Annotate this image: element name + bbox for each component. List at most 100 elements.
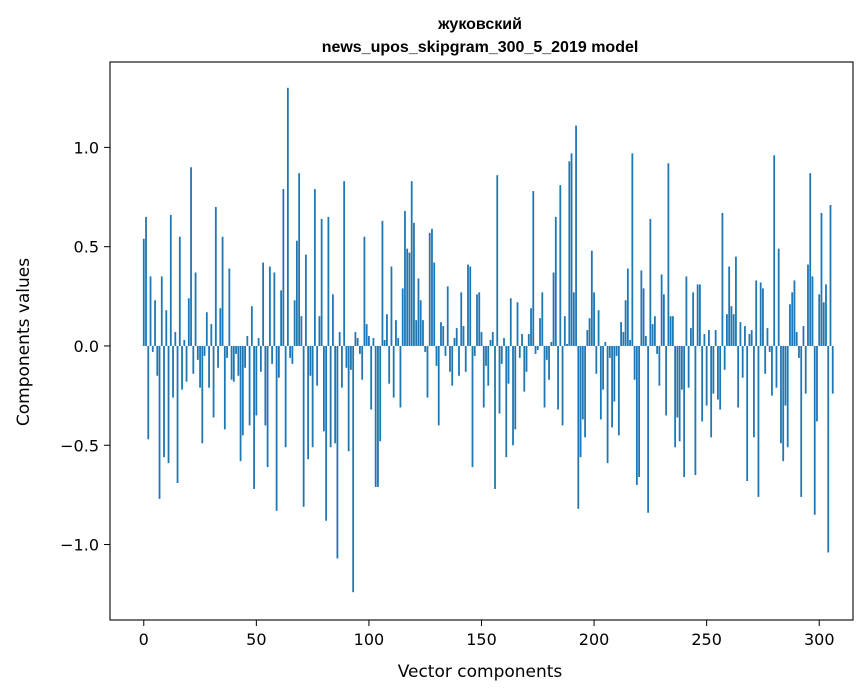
- bar: [331, 294, 334, 346]
- bar: [599, 345, 602, 420]
- bar: [786, 345, 789, 448]
- bar: [527, 334, 530, 346]
- x-tick-label: 100: [354, 630, 385, 649]
- bar: [302, 345, 305, 507]
- bar: [750, 330, 753, 346]
- bar: [827, 345, 830, 553]
- bar: [577, 345, 580, 509]
- bar: [804, 345, 807, 394]
- bar: [768, 345, 771, 352]
- bar: [626, 268, 629, 346]
- bar: [644, 336, 647, 346]
- bar: [586, 330, 589, 346]
- bar: [210, 324, 213, 346]
- x-tick-label: 50: [246, 630, 266, 649]
- bar: [755, 280, 758, 346]
- bar: [275, 345, 278, 511]
- bar: [458, 345, 460, 376]
- bar: [289, 345, 292, 358]
- bar: [730, 306, 733, 346]
- bar: [304, 254, 307, 346]
- bar: [667, 163, 670, 346]
- bar: [437, 345, 440, 426]
- bar: [167, 345, 170, 464]
- bar: [694, 345, 697, 476]
- bar: [277, 345, 280, 378]
- bar: [383, 340, 386, 346]
- bar: [485, 345, 487, 366]
- bar: [172, 345, 174, 398]
- bar: [795, 332, 798, 346]
- bar: [698, 284, 701, 346]
- bar: [255, 345, 258, 416]
- bar: [735, 256, 737, 346]
- bar: [471, 345, 474, 468]
- bar: [392, 345, 395, 398]
- bar: [831, 345, 834, 394]
- bar: [656, 345, 659, 354]
- bar: [478, 292, 481, 346]
- bar: [446, 286, 449, 346]
- bar: [257, 338, 260, 346]
- bar: [250, 306, 253, 346]
- bar: [680, 345, 683, 390]
- bar: [570, 153, 573, 346]
- bar: [273, 272, 276, 346]
- bar: [266, 345, 269, 468]
- bar: [365, 324, 368, 346]
- bar: [822, 302, 825, 346]
- bar: [199, 345, 201, 388]
- bar: [208, 345, 210, 388]
- bar: [588, 318, 591, 346]
- y-tick-label: 1.0: [74, 138, 99, 157]
- y-axis-label: Components values: [14, 258, 34, 426]
- bar: [633, 345, 636, 380]
- bar: [766, 328, 769, 346]
- bar: [156, 345, 159, 376]
- bar: [613, 345, 616, 402]
- bar: [320, 218, 323, 346]
- bar: [737, 345, 740, 408]
- bar: [223, 345, 226, 430]
- bar: [503, 338, 505, 346]
- bar: [521, 334, 523, 346]
- bar: [404, 210, 406, 346]
- bar: [518, 345, 521, 358]
- bar: [512, 345, 514, 446]
- bar: [665, 345, 668, 416]
- axes-group: 0 50 100 150 200 250 300 −1.0 −0.5 0.0 0.5 1.0: [60, 61, 854, 649]
- bar: [777, 248, 780, 346]
- bar: [552, 272, 555, 346]
- bar: [617, 345, 620, 436]
- bar: [149, 276, 152, 346]
- bar: [703, 334, 706, 346]
- bar: [744, 326, 746, 346]
- bar: [356, 338, 359, 346]
- bar: [575, 125, 577, 346]
- bar: [829, 204, 832, 346]
- bar: [545, 345, 548, 360]
- bar: [798, 345, 800, 358]
- bar: [239, 345, 242, 462]
- bar: [782, 345, 785, 462]
- bar: [671, 316, 674, 346]
- bar: [473, 345, 476, 356]
- bar: [228, 268, 231, 346]
- bar: [647, 345, 650, 513]
- bar: [395, 320, 397, 346]
- bar: [753, 345, 755, 438]
- bar: [568, 161, 571, 346]
- bar: [160, 276, 163, 346]
- bar: [286, 87, 289, 346]
- bar: [611, 345, 613, 428]
- bar: [509, 298, 512, 346]
- bar: [723, 345, 726, 370]
- bar: [494, 345, 496, 489]
- bar: [705, 345, 708, 406]
- bar: [811, 276, 814, 346]
- bar: [532, 191, 535, 346]
- bar: [343, 181, 346, 346]
- bar: [154, 300, 156, 346]
- bar: [482, 345, 485, 408]
- bar: [741, 345, 744, 378]
